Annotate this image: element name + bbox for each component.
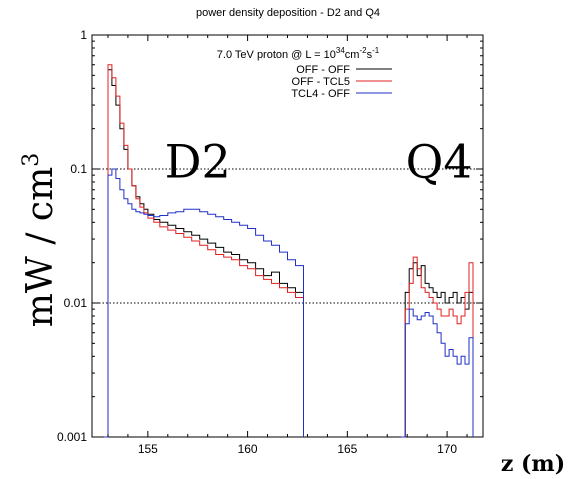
- chart-subtitle: 7.0 TeV proton @ L = 1034cm-2s-1: [217, 46, 380, 61]
- series-line-0-segment-0: [104, 69, 304, 438]
- y-tick-label: 1: [80, 28, 87, 42]
- y-axis-label: mW / cm3: [19, 153, 61, 327]
- y-axis-ticks: 0.001 0.01 0.1 1: [57, 28, 483, 444]
- legend-label: OFF - OFF: [296, 64, 350, 76]
- series-off-off: [104, 69, 474, 438]
- series-line-1-segment-0: [104, 64, 304, 438]
- legend-label: OFF - TCL5: [292, 76, 350, 88]
- x-tick-label: 170: [437, 442, 457, 456]
- y-tick-label: 0.001: [57, 430, 87, 444]
- series-line-2-segment-0: [104, 168, 304, 438]
- series-off-tcl5: [104, 64, 474, 438]
- x-axis-ticks: 155 160 165 170: [107, 35, 468, 456]
- plot-frame: [91, 34, 484, 438]
- x-tick-label: 165: [337, 442, 357, 456]
- annotation-d2: D2: [165, 134, 231, 188]
- series-line-0-segment-1: [401, 262, 474, 438]
- series-tcl4-off: [104, 168, 474, 438]
- annotations-layer: D2 Q4: [165, 134, 473, 188]
- chart-title: power density deposition - D2 and Q4: [196, 7, 380, 19]
- series-line-2-segment-1: [401, 308, 474, 438]
- x-axis-label: z (m): [501, 451, 565, 477]
- y-tick-label: 0.1: [70, 162, 87, 176]
- series-layer: [104, 64, 474, 438]
- y-tick-label: 0.01: [64, 296, 88, 310]
- reference-lines: [92, 168, 483, 304]
- series-line-1-segment-1: [401, 256, 474, 438]
- annotation-q4: Q4: [406, 134, 473, 188]
- x-tick-label: 160: [238, 442, 258, 456]
- legend-label: TCL4 - OFF: [291, 88, 350, 100]
- x-tick-label: 155: [138, 442, 158, 456]
